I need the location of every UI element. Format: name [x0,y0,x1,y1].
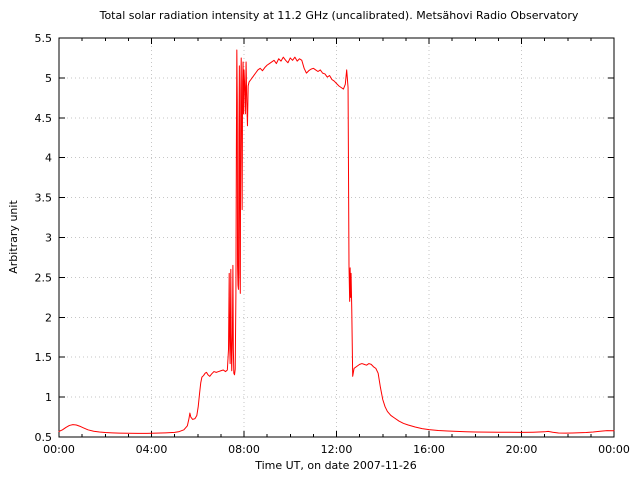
plot-frame [58,37,615,438]
x-tick-label: 08:00 [228,443,260,456]
y-tick-label: 2 [45,311,52,324]
tick-labels: 00:00 04:00 08:00 12:00 16:00 20:00 00:000.511… [35,32,630,456]
y-tick-label: 1 [45,391,52,404]
data-series-line [58,49,615,434]
y-tick-label: 5.5 [35,32,53,45]
x-tick-label: 04:00 [136,443,168,456]
x-tick-label: 00:00 [43,443,75,456]
chart-title: Total solar radiation intensity at 11.2 … [99,9,579,22]
grid-lines [59,38,614,437]
x-tick-label: 20:00 [506,443,538,456]
x-axis-label: Time UT, on date 2007-11-26 [254,459,417,472]
x-tick-label: 16:00 [413,443,445,456]
x-tick-label: 00:00 [598,443,630,456]
y-axis-label: Arbitrary unit [7,200,20,274]
y-tick-label: 4.5 [35,112,53,125]
y-tick-label: 2.5 [35,271,53,284]
y-tick-label: 0.5 [35,431,53,444]
y-tick-label: 3 [45,232,52,245]
y-tick-label: 4 [45,152,52,165]
axis-ticks [58,37,615,438]
y-tick-label: 1.5 [35,351,53,364]
y-tick-label: 3.5 [35,192,53,205]
y-tick-label: 5 [45,72,52,85]
x-tick-label: 12:00 [321,443,353,456]
